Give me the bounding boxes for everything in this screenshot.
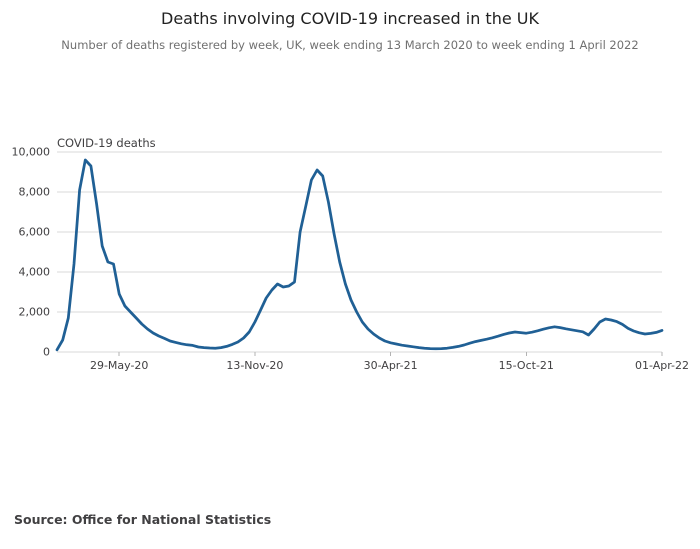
- x-tick-label: 29-May-20: [90, 359, 148, 372]
- x-tick-label: 15-Oct-21: [499, 359, 554, 372]
- chart-title: Deaths involving COVID-19 increased in t…: [161, 9, 539, 28]
- y-tick-label: 10,000: [12, 146, 51, 159]
- chart-subtitle: Number of deaths registered by week, UK,…: [61, 38, 639, 52]
- covid-deaths-line: [55, 158, 664, 352]
- y-tick-label: 2,000: [19, 306, 51, 319]
- y-tick-label: 8,000: [19, 186, 51, 199]
- y-axis-title: COVID-19 deaths: [57, 136, 156, 150]
- x-tick-label: 01-Apr-22: [635, 359, 689, 372]
- y-tick-label: 6,000: [19, 226, 51, 239]
- x-tick-label: 13-Nov-20: [226, 359, 283, 372]
- y-tick-label: 0: [43, 346, 50, 359]
- source-note: Source: Office for National Statistics: [14, 512, 272, 527]
- x-tick-label: 30-Apr-21: [364, 359, 418, 372]
- line-chart: 0 2,000 4,000 6,000 8,000 10,000 29-May-20 13-N…: [12, 146, 690, 373]
- y-tick-label: 4,000: [19, 266, 51, 279]
